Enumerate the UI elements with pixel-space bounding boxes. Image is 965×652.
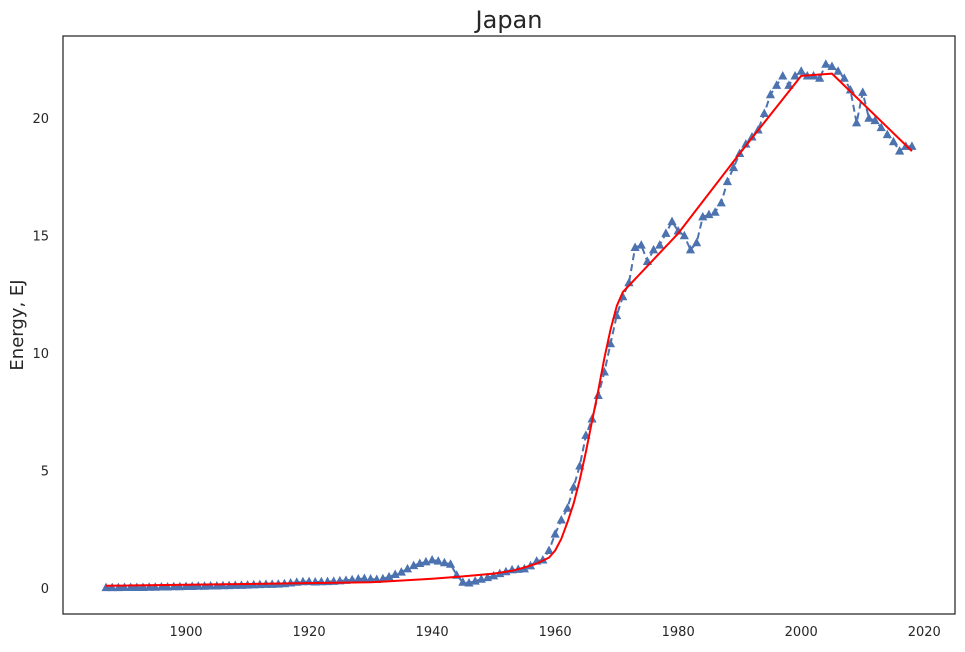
data-point-marker	[655, 240, 665, 249]
data-point-marker	[833, 66, 843, 75]
data-point-marker	[181, 581, 191, 591]
data-point-marker	[384, 571, 394, 581]
y-tick-label: 5	[41, 465, 49, 480]
x-tick-label: 1980	[662, 625, 695, 640]
data-point-marker	[716, 197, 726, 207]
x-tick-label: 2000	[785, 625, 818, 640]
data-point-marker	[858, 87, 868, 96]
data-point-marker	[870, 115, 880, 125]
data-point-marker	[605, 338, 616, 348]
data-point-marker	[661, 228, 671, 237]
data-point-marker	[107, 582, 117, 592]
y-tick-label: 20	[32, 112, 49, 127]
data-point-marker	[187, 581, 197, 591]
x-axis-ticks: 1900 1920 1940 1960 1980 2000 2020	[169, 625, 940, 640]
data-point-marker	[827, 61, 837, 71]
data-point-marker	[544, 545, 554, 555]
data-point-marker	[433, 556, 443, 565]
x-tick-label: 2020	[908, 625, 941, 640]
data-point-marker	[568, 482, 579, 491]
data-point-marker	[882, 129, 892, 139]
y-axis-ticks: 0 5 10 15 20	[32, 112, 49, 597]
series-layer	[101, 59, 917, 592]
data-point-marker	[113, 582, 123, 592]
data-point-marker	[562, 503, 573, 512]
data-point-marker	[138, 582, 148, 591]
data-point-marker	[101, 582, 111, 592]
data-point-marker	[126, 582, 136, 591]
data-point-marker	[784, 80, 794, 89]
data-point-marker	[347, 574, 357, 584]
data-point-marker	[636, 240, 646, 249]
data-point-marker	[704, 209, 714, 219]
data-point-marker	[876, 122, 886, 132]
data-point-marker	[353, 573, 363, 583]
data-point-marker	[556, 515, 566, 524]
data-point-marker	[679, 230, 689, 240]
y-tick-label: 10	[32, 347, 49, 362]
fit-line	[106, 72, 913, 587]
data-point-marker	[698, 211, 708, 221]
data-point-marker	[175, 581, 185, 591]
data-point-marker	[851, 117, 862, 127]
data-point-marker	[489, 570, 499, 580]
x-tick-label: 1900	[169, 625, 202, 640]
data-point-marker	[162, 581, 173, 591]
data-point-marker	[778, 70, 788, 80]
data-point-marker	[445, 559, 456, 568]
data-point-marker	[673, 226, 683, 235]
x-tick-label: 1920	[293, 625, 326, 640]
data-point-marker	[815, 73, 825, 82]
data-point-marker	[169, 581, 179, 591]
data-point-marker	[728, 162, 739, 172]
data-point-marker	[132, 582, 142, 591]
data-point-marker	[458, 577, 468, 586]
chart-title: Japan	[474, 6, 543, 34]
data-point-marker	[747, 132, 757, 141]
x-tick-label: 1940	[416, 625, 449, 640]
data-point-marker	[692, 237, 702, 247]
data-point-marker	[199, 581, 210, 590]
data-point-marker	[439, 557, 450, 567]
data-point-marker	[144, 582, 154, 591]
data-point-marker	[630, 242, 640, 251]
data-point-marker	[845, 85, 856, 94]
data-point-marker	[821, 59, 831, 68]
y-tick-label: 15	[32, 230, 49, 245]
data-point-marker	[685, 244, 696, 254]
data-point-marker	[150, 582, 160, 591]
data-point-marker	[667, 216, 677, 226]
data-point-marker	[119, 582, 130, 591]
data-point-marker	[648, 244, 659, 254]
data-point-marker	[895, 146, 905, 155]
y-axis-label: Energy, EJ	[7, 279, 28, 370]
y-tick-label: 0	[41, 582, 49, 597]
data-point-marker	[765, 89, 776, 99]
data-point-marker	[790, 70, 800, 80]
data-point-marker	[796, 66, 806, 75]
data-point-marker	[402, 563, 413, 573]
data-point-marker	[359, 573, 370, 583]
data-point-marker	[741, 139, 751, 148]
data-point-marker	[759, 108, 769, 118]
plot-background	[63, 36, 955, 614]
data-point-marker	[365, 573, 376, 583]
plot-frame	[62, 35, 956, 615]
data-point-marker	[427, 554, 437, 564]
data-point-marker	[390, 569, 400, 579]
data-point-marker	[772, 80, 782, 89]
data-point-marker	[396, 567, 406, 576]
x-tick-label: 1960	[539, 625, 572, 640]
data-point-marker	[550, 529, 560, 538]
data-point-marker	[710, 207, 720, 216]
data-point-marker	[864, 113, 874, 122]
data-point-marker	[722, 176, 732, 186]
data-point-marker	[888, 136, 899, 146]
data-point-marker	[156, 581, 167, 591]
data-point-marker	[839, 73, 849, 82]
